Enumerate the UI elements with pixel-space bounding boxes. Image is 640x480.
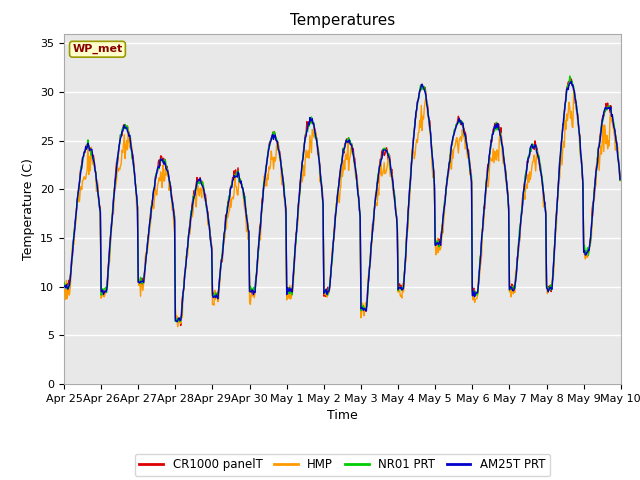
Y-axis label: Temperature (C): Temperature (C) xyxy=(22,158,35,260)
Title: Temperatures: Temperatures xyxy=(290,13,395,28)
Legend: CR1000 panelT, HMP, NR01 PRT, AM25T PRT: CR1000 panelT, HMP, NR01 PRT, AM25T PRT xyxy=(135,454,550,476)
X-axis label: Time: Time xyxy=(327,409,358,422)
Text: WP_met: WP_met xyxy=(72,44,123,54)
